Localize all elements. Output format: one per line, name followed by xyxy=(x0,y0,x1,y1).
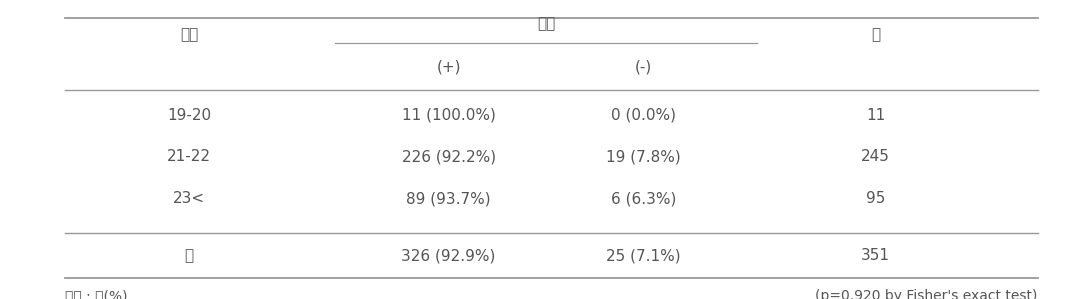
Text: 11: 11 xyxy=(866,108,885,123)
Text: 나이: 나이 xyxy=(181,27,198,42)
Text: 21-22: 21-22 xyxy=(168,150,211,164)
Text: 326 (92.9%): 326 (92.9%) xyxy=(401,248,496,263)
Text: 항체: 항체 xyxy=(537,16,555,31)
Text: 245: 245 xyxy=(862,150,890,164)
Text: 95: 95 xyxy=(866,191,885,206)
Text: 11 (100.0%): 11 (100.0%) xyxy=(402,108,495,123)
Text: 351: 351 xyxy=(862,248,890,263)
Text: (p=0.920 by Fisher's exact test): (p=0.920 by Fisher's exact test) xyxy=(815,289,1038,299)
Text: 0 (0.0%): 0 (0.0%) xyxy=(611,108,676,123)
Text: 19-20: 19-20 xyxy=(168,108,211,123)
Text: (-): (-) xyxy=(635,60,652,75)
Text: 23<: 23< xyxy=(173,191,205,206)
Text: 25 (7.1%): 25 (7.1%) xyxy=(605,248,681,263)
Text: (+): (+) xyxy=(437,60,461,75)
Text: 단위 : 명(%): 단위 : 명(%) xyxy=(65,289,128,299)
Text: 89 (93.7%): 89 (93.7%) xyxy=(406,191,491,206)
Text: 계: 계 xyxy=(871,27,880,42)
Text: 계: 계 xyxy=(185,248,193,263)
Text: 6 (6.3%): 6 (6.3%) xyxy=(611,191,676,206)
Text: 226 (92.2%): 226 (92.2%) xyxy=(401,150,496,164)
Text: 19 (7.8%): 19 (7.8%) xyxy=(605,150,681,164)
